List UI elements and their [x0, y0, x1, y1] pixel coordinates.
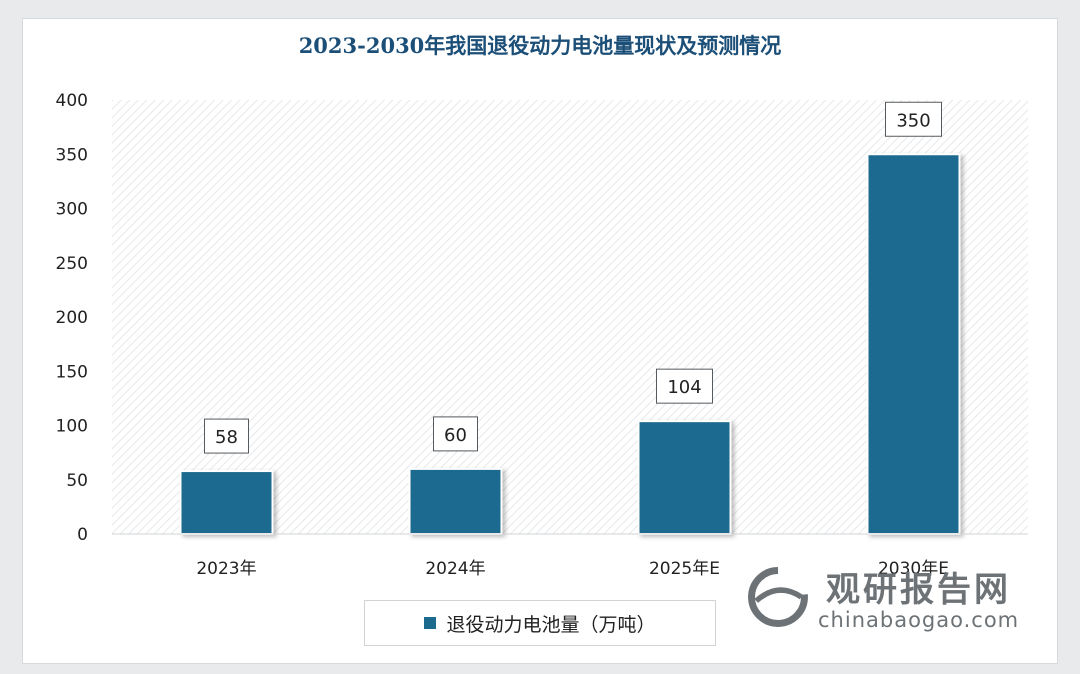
y-tick-label: 250	[56, 254, 88, 274]
bar-4	[866, 153, 961, 535]
y-tick-label: 200	[56, 308, 88, 328]
y-tick-label: 0	[77, 525, 88, 545]
data-label-box	[204, 418, 249, 454]
bar-3	[637, 420, 732, 535]
watermark-corner-brand-cn: 观研报告网	[826, 570, 1011, 610]
watermark-corner-logo-icon	[748, 567, 808, 627]
x-tick-label: 2023年	[196, 559, 256, 579]
y-tick-label: 150	[56, 362, 88, 382]
data-label: 350	[896, 110, 930, 131]
chart-title: 2023-2030年我国退役动力电池量现状及预测情况	[298, 33, 782, 58]
watermark-corner-brand-en: chinabaogao.com	[818, 608, 1020, 632]
data-label-box	[433, 416, 478, 452]
legend-label: 退役动力电池量（万吨）	[446, 613, 656, 636]
y-tick-label: 300	[56, 200, 88, 220]
bar-2	[408, 467, 503, 535]
bar-1	[179, 470, 274, 536]
x-tick-label: 2025年E	[649, 559, 720, 579]
legend-swatch	[424, 617, 437, 629]
data-label-box	[656, 368, 713, 404]
data-label: 60	[444, 425, 467, 446]
y-tick-label: 100	[56, 417, 88, 437]
bar-chart: 0 50 100 150 200 250 300 350 400 58 60 104 350 2023…	[56, 91, 1028, 579]
x-tick-label: 2030年E	[878, 559, 949, 579]
data-label-box	[885, 101, 942, 137]
y-tick-label: 350	[56, 145, 88, 165]
data-label: 104	[667, 377, 701, 398]
y-tick-label: 50	[66, 471, 88, 491]
x-tick-label: 2024年	[425, 559, 485, 579]
watermark-corner: 观研报告网 chinabaogao.com	[738, 562, 1038, 642]
y-tick-label: 400	[56, 91, 88, 111]
data-label: 58	[215, 427, 238, 448]
legend: 退役动力电池量（万吨）	[364, 600, 716, 646]
